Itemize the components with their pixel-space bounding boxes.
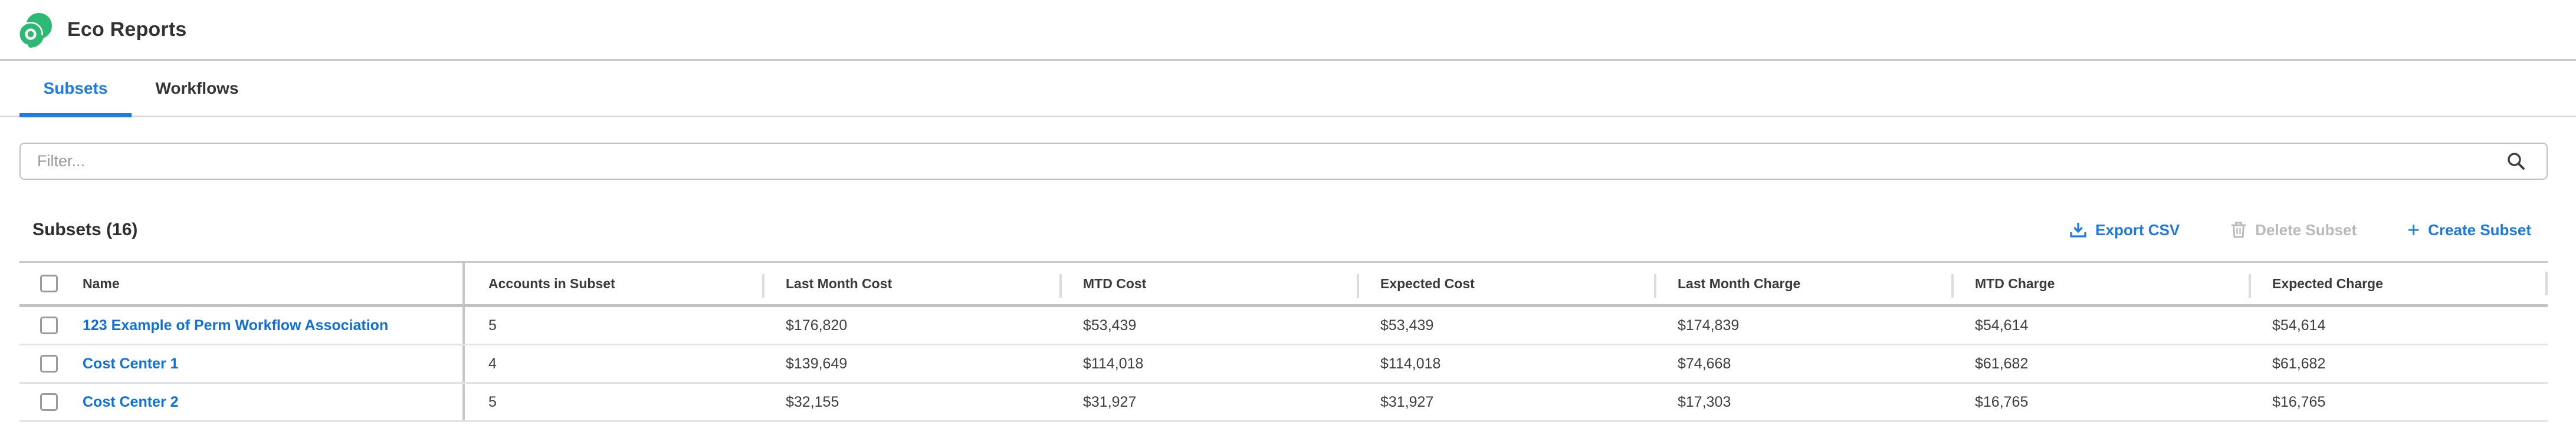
column-header: Expected Cost: [1380, 275, 1475, 291]
mtd-cost-cell: $53,439: [1083, 317, 1137, 334]
row-name-cell: Cost Center 2: [19, 384, 465, 420]
select-all-checkbox[interactable]: [40, 275, 58, 292]
expected-cost-cell: $31,927: [1380, 393, 1434, 410]
create-subset-label: Create Subset: [2428, 220, 2531, 239]
expected-charge-cell: $16,765: [2272, 393, 2326, 410]
last-month-charge-cell: $174,839: [1678, 317, 1740, 334]
expected-cost-cell: $114,018: [1380, 355, 1441, 372]
table-row: Cost Center 1 4 $139,649 $114,018 $114,0…: [19, 345, 2548, 384]
row-checkbox[interactable]: [40, 393, 58, 411]
trash-icon: [2232, 222, 2246, 238]
last-month-charge-cell: $74,668: [1678, 355, 1731, 372]
subset-name-link[interactable]: 123 Example of Perm Workflow Association: [83, 317, 389, 334]
column-header: Name: [83, 275, 120, 291]
delete-subset-button[interactable]: Delete Subset: [2230, 221, 2357, 239]
search-icon[interactable]: [2506, 151, 2525, 170]
header-cell-expected-cost: Expected Cost: [1357, 263, 1654, 304]
export-csv-button[interactable]: Export CSV: [2069, 221, 2180, 239]
mtd-cost-cell: $114,018: [1083, 355, 1144, 372]
subsets-table: Name Accounts in Subset Last Month Cost …: [19, 261, 2548, 422]
mtd-charge-cell: $61,682: [1975, 355, 2029, 372]
table-body: 123 Example of Perm Workflow Association…: [19, 307, 2548, 422]
column-header: MTD Charge: [1975, 275, 2055, 291]
last-month-cost-cell: $139,649: [786, 355, 848, 372]
header-cell-name: Name: [19, 263, 465, 304]
last-month-cost-cell: $32,155: [786, 393, 839, 410]
row-name-cell: 123 Example of Perm Workflow Association: [19, 307, 465, 344]
header-cell-last-month-charge: Last Month Charge: [1654, 263, 1951, 304]
eco-logo-icon: [18, 13, 52, 48]
section-header: Subsets (16) Export CSV Delete Sub: [19, 215, 2548, 245]
table-actions: Export CSV Delete Subset + Create Subset: [2069, 218, 2531, 242]
mtd-cost-cell: $31,927: [1083, 393, 1137, 410]
subset-name-link[interactable]: Cost Center 2: [83, 393, 179, 410]
filter-input[interactable]: [19, 143, 2548, 180]
column-header: Accounts in Subset: [488, 275, 615, 291]
column-header: Last Month Cost: [786, 275, 892, 291]
header-cell-mtd-charge: MTD Charge: [1951, 263, 2249, 304]
tab-workflows[interactable]: Workflows: [155, 78, 239, 97]
delete-subset-label: Delete Subset: [2255, 220, 2357, 239]
accounts-cell: 4: [488, 355, 497, 372]
filter-bar: [19, 143, 2548, 180]
plus-icon: +: [2407, 218, 2420, 242]
tab-bar: Subsets Workflows: [0, 61, 2576, 117]
header-cell-last-month-cost: Last Month Cost: [762, 263, 1059, 304]
page-title: Eco Reports: [67, 18, 187, 41]
last-month-cost-cell: $176,820: [786, 317, 848, 334]
expected-charge-cell: $54,614: [2272, 317, 2326, 334]
column-header: MTD Cost: [1083, 275, 1147, 291]
header-cell-accounts: Accounts in Subset: [465, 263, 762, 304]
create-subset-button[interactable]: + Create Subset: [2407, 218, 2531, 242]
export-csv-label: Export CSV: [2095, 220, 2180, 239]
row-name-cell: Cost Center 1: [19, 345, 465, 382]
row-checkbox[interactable]: [40, 355, 58, 373]
header-cell-expected-charge: Expected Charge: [2249, 263, 2544, 304]
column-header: Last Month Charge: [1678, 275, 1801, 291]
accounts-cell: 5: [488, 393, 497, 410]
download-icon: [2070, 223, 2086, 238]
table-row: 123 Example of Perm Workflow Association…: [19, 307, 2548, 345]
last-month-charge-cell: $17,303: [1678, 393, 1731, 410]
expected-cost-cell: $53,439: [1380, 317, 1434, 334]
app-header: Eco Reports: [0, 0, 2576, 61]
row-checkbox[interactable]: [40, 317, 58, 334]
expected-charge-cell: $61,682: [2272, 355, 2326, 372]
accounts-cell: 5: [488, 317, 497, 334]
subset-name-link[interactable]: Cost Center 1: [83, 355, 179, 372]
table-header-row: Name Accounts in Subset Last Month Cost …: [19, 261, 2548, 307]
table-row: Cost Center 2 5 $32,155 $31,927 $31,927 …: [19, 384, 2548, 422]
header-cell-mtd-cost: MTD Cost: [1059, 263, 1357, 304]
tab-subsets[interactable]: Subsets: [19, 61, 132, 117]
mtd-charge-cell: $54,614: [1975, 317, 2029, 334]
column-header: Expected Charge: [2272, 275, 2383, 291]
section-title: Subsets (16): [32, 220, 138, 239]
mtd-charge-cell: $16,765: [1975, 393, 2029, 410]
